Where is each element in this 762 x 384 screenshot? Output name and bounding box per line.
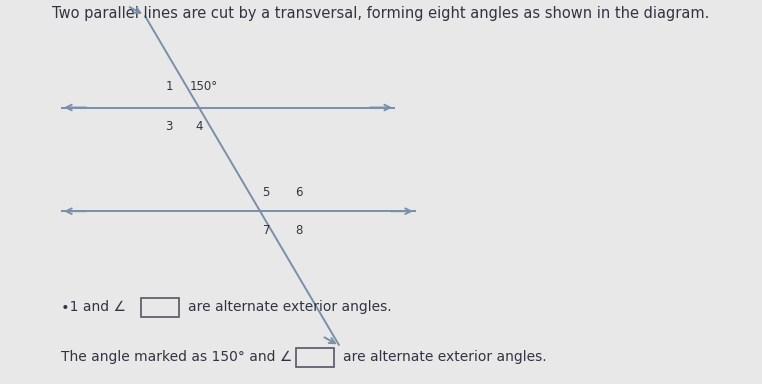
Text: 6: 6 [295,185,303,199]
Text: 5: 5 [263,185,270,199]
Text: 1: 1 [165,80,173,93]
Text: 150°: 150° [190,80,218,93]
Bar [141,298,179,317]
Text: 8: 8 [296,224,303,237]
Text: 4: 4 [195,120,203,133]
Text: are alternate exterior angles.: are alternate exterior angles. [187,300,392,314]
Bar [296,348,335,367]
Text: 3: 3 [165,120,173,133]
Text: 7: 7 [263,224,270,237]
Text: ∙1 and ∠: ∙1 and ∠ [61,300,126,314]
Text: The angle marked as 150° and ∠: The angle marked as 150° and ∠ [61,350,293,364]
Text: are alternate exterior angles.: are alternate exterior angles. [343,350,546,364]
Text: Two parallel lines are cut by a transversal, forming eight angles as shown in th: Two parallel lines are cut by a transver… [53,6,709,21]
